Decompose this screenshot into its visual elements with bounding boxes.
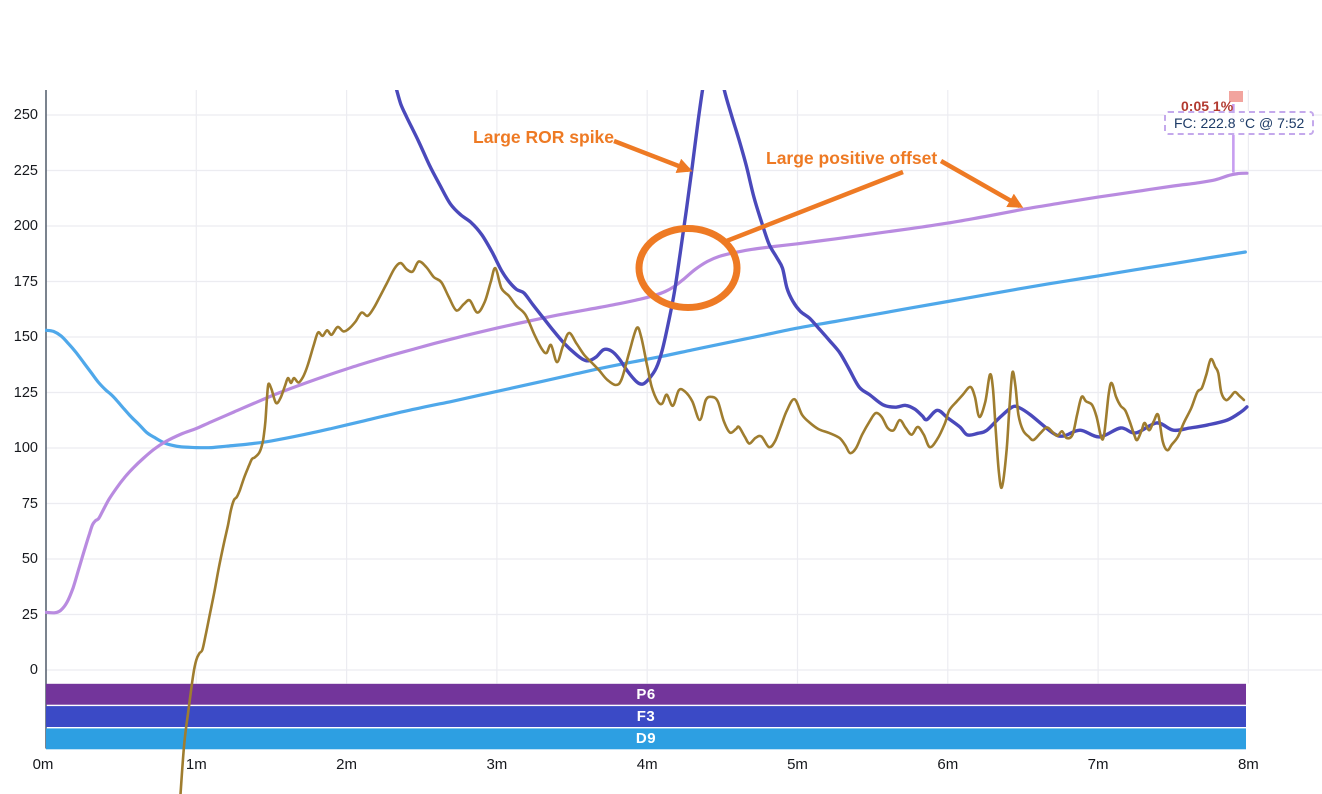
offset-circle (635, 225, 741, 311)
y-tick-label: 225 (13, 162, 38, 179)
x-tick-label: 3m (486, 756, 508, 773)
phase-bar-label-d9: D9 (635, 730, 657, 748)
y-tick-label: 50 (21, 551, 38, 567)
y-tick-label: 150 (13, 329, 38, 345)
bt-curve (45, 171, 1249, 615)
phase-bar-p6 (46, 683, 1246, 705)
et-curve (45, 250, 1247, 450)
gridlines (46, 90, 1322, 684)
phase-bar-d9 (46, 728, 1246, 750)
annotation-positive-offset: Large positive offset (766, 148, 938, 168)
y-tick-label: 0 (29, 662, 38, 678)
x-tick-label: 6m (937, 756, 959, 773)
phase-bars (46, 683, 1246, 750)
delta_et-curve (179, 260, 1246, 794)
y-tick-label: 100 (13, 440, 38, 456)
temperature-curves (45, 90, 1249, 794)
x-tick-label: 2m (336, 756, 358, 773)
y-tick-label: 250 (13, 107, 38, 123)
delta_bt-curve (394, 90, 1249, 439)
x-tick-label: 5m (787, 756, 808, 773)
first-crack-label: FC: 222.8 °C @ 7:52 (1164, 111, 1315, 135)
x-tick-label: 0m (32, 756, 54, 773)
x-tick-label: 7m (1087, 756, 1109, 773)
phase-bar-label-f3: F3 (636, 708, 656, 726)
event-time-label: 0:05 1% (1181, 98, 1234, 114)
phase-bar-f3 (46, 706, 1246, 727)
y-tick-label: 200 (13, 218, 38, 234)
event-flag-marker (1229, 91, 1243, 102)
annotation-ror-spike: Large ROR spike (473, 127, 615, 147)
y-tick-label: 25 (21, 606, 38, 623)
y-tick-label: 175 (13, 273, 38, 290)
annotation-shapes (613, 138, 1024, 311)
offset-arrow (939, 159, 1024, 208)
ror-spike-arrow (613, 138, 693, 173)
x-tick-label: 8m (1237, 756, 1259, 773)
y-tick-label: 75 (21, 495, 38, 512)
x-tick-label: 1m (185, 756, 207, 773)
phase-bar-label-p6: P6 (636, 685, 656, 703)
x-tick-label: 4m (636, 756, 658, 773)
y-tick-label: 125 (13, 384, 38, 401)
offset-leader-line (723, 169, 904, 245)
